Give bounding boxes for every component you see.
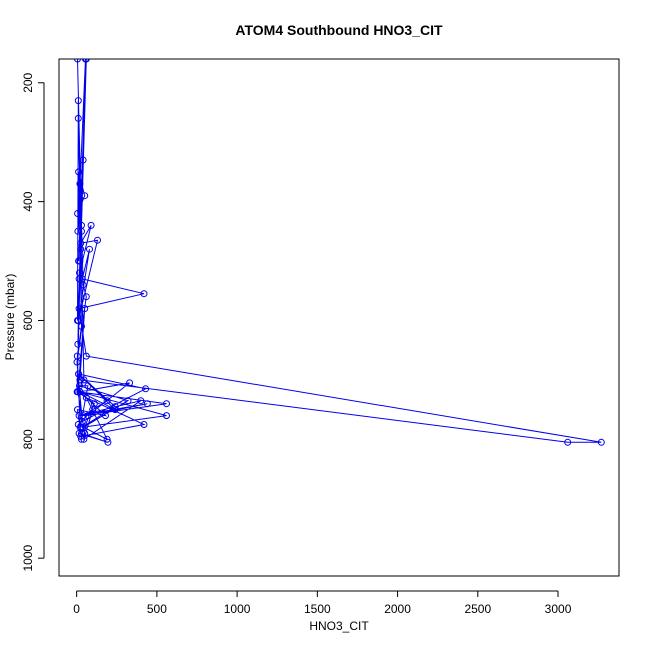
data-point (78, 435, 85, 443)
chart-title: ATOM4 Southbound HNO3_CIT (235, 22, 443, 38)
data-point (76, 423, 84, 431)
data-point (80, 376, 88, 384)
data-point (143, 400, 151, 408)
data-point (75, 370, 83, 378)
data-point (73, 352, 81, 360)
data-point (79, 281, 87, 289)
data-point (78, 322, 85, 330)
data-point (73, 388, 81, 396)
x-tick-label: 3000 (545, 602, 572, 616)
x-tick-label: 2500 (464, 602, 491, 616)
data-point (81, 192, 89, 200)
data-point (74, 114, 82, 122)
data-point (124, 397, 132, 405)
data-point (137, 397, 145, 405)
data-point (104, 438, 112, 446)
data-point (78, 418, 86, 425)
data-point (79, 156, 87, 164)
data-point (76, 388, 84, 396)
data-point (82, 352, 90, 360)
x-tick-label: 1500 (304, 602, 331, 616)
data-point (75, 275, 83, 283)
data-point (103, 435, 111, 443)
x-tick-label: 0 (73, 602, 80, 616)
plot-area (58, 58, 620, 577)
data-point (84, 412, 92, 420)
x-axis-label: HNO3_CIT (309, 619, 369, 633)
y-tick-label: 200 (21, 72, 35, 92)
data-point (82, 293, 90, 301)
data-point (102, 412, 109, 420)
y-axis: 200 400 600 800 1000 (21, 72, 45, 572)
data-point (94, 236, 101, 244)
data-point (76, 257, 84, 265)
data-point (111, 403, 119, 411)
y-tick-label: 600 (21, 310, 35, 330)
data-point (140, 421, 148, 428)
data-point (126, 379, 134, 387)
data-point (103, 397, 111, 405)
data-point (77, 245, 85, 253)
data-point (84, 382, 92, 390)
data-point (86, 245, 93, 253)
data-point (76, 180, 84, 188)
data-point (87, 221, 95, 229)
data-point (74, 317, 81, 324)
data-point (74, 227, 82, 235)
data-point (163, 412, 170, 420)
x-tick-label: 500 (147, 602, 167, 616)
x-axis: 0 500 1000 1500 2000 2500 3000 (73, 590, 572, 616)
data-point (74, 97, 82, 105)
data-point (74, 340, 82, 348)
data-point (564, 438, 572, 446)
y-axis-label: Pressure (mbar) (3, 274, 17, 361)
data-point (74, 210, 82, 217)
x-tick-label: 1000 (224, 602, 251, 616)
x-tick-label: 2000 (384, 602, 411, 616)
data-point (78, 227, 85, 235)
data-point (90, 400, 98, 408)
data-point (111, 406, 119, 414)
data-point (142, 385, 150, 393)
data-point (74, 59, 81, 63)
data-point (81, 305, 89, 313)
data-point (140, 290, 148, 298)
series-line (76, 59, 602, 443)
series-group (73, 59, 605, 446)
data-point (82, 59, 89, 63)
series-layer (73, 59, 605, 446)
data-point (163, 400, 170, 408)
data-point (597, 438, 605, 446)
y-tick-label: 800 (21, 429, 35, 449)
data-point (74, 406, 81, 414)
data-point (82, 394, 90, 402)
y-tick-label: 1000 (21, 545, 35, 572)
y-tick-label: 400 (21, 191, 35, 211)
data-point (75, 168, 83, 176)
